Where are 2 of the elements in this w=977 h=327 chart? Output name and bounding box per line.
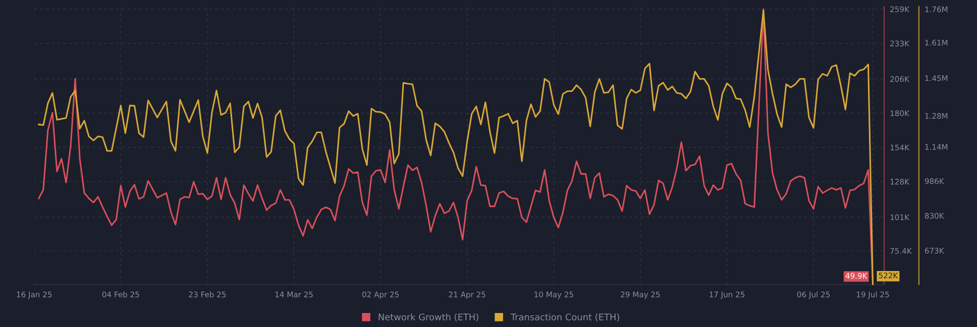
- legend-label: Network Growth (ETH): [378, 313, 478, 322]
- legend-label: Transaction Count (ETH): [510, 313, 620, 322]
